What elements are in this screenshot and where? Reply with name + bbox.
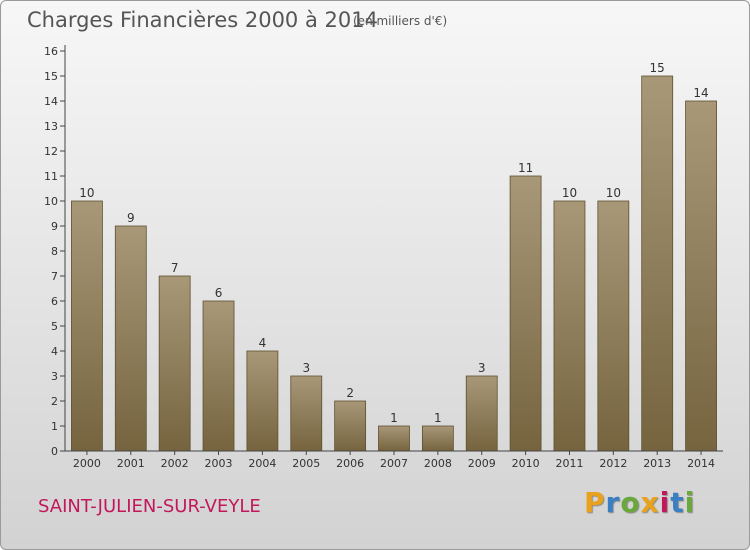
bar xyxy=(641,75,674,452)
bar xyxy=(114,225,147,452)
bar xyxy=(378,425,410,452)
bar-value-label: 6 xyxy=(215,286,223,300)
bar xyxy=(509,175,542,452)
y-tick-label: 13 xyxy=(44,120,58,133)
bar xyxy=(553,200,586,452)
x-tick-label: 2008 xyxy=(424,457,452,470)
x-tick-label: 2003 xyxy=(205,457,233,470)
y-tick-label: 14 xyxy=(44,95,58,108)
bar xyxy=(465,375,498,452)
bar-value-label: 14 xyxy=(693,86,708,100)
y-tick-label: 15 xyxy=(44,70,58,83)
y-tick-label: 8 xyxy=(51,245,58,258)
bar-value-label: 1 xyxy=(390,411,398,425)
bar-value-label: 10 xyxy=(606,186,621,200)
x-tick-label: 2009 xyxy=(468,457,496,470)
x-tick-label: 2000 xyxy=(73,457,101,470)
brand-letter: o xyxy=(620,486,641,519)
y-tick-label: 6 xyxy=(51,295,58,308)
bar-value-label: 3 xyxy=(302,361,310,375)
brand-letter: t xyxy=(670,486,685,519)
bar xyxy=(421,425,454,452)
y-tick-label: 1 xyxy=(51,420,58,433)
x-tick-label: 2010 xyxy=(512,457,540,470)
x-tick-label: 2007 xyxy=(380,457,408,470)
y-tick-label: 11 xyxy=(44,170,58,183)
bar-value-label: 10 xyxy=(79,186,94,200)
y-tick-label: 10 xyxy=(44,195,58,208)
bar xyxy=(246,350,279,452)
chart-subtitle: (en milliers d'€) xyxy=(353,14,448,28)
y-tick-label: 9 xyxy=(51,220,58,233)
bar xyxy=(290,375,323,452)
proxiti-logo: Proxiti xyxy=(584,486,695,519)
bar-value-label: 1 xyxy=(434,411,442,425)
chart-title: Charges Financières 2000 à 2014 xyxy=(27,8,378,32)
y-tick-label: 16 xyxy=(44,45,58,58)
bar-value-label: 9 xyxy=(127,211,135,225)
bar xyxy=(158,275,191,452)
x-tick-label: 2005 xyxy=(292,457,320,470)
y-tick-label: 3 xyxy=(51,370,58,383)
bar xyxy=(685,100,717,452)
y-tick-label: 0 xyxy=(51,445,58,458)
brand-letter: r xyxy=(605,486,621,519)
x-tick-label: 2012 xyxy=(599,457,627,470)
x-axis: 2000 2001 2002 2003 2004 2005 2006 2007 2008 2009… xyxy=(65,450,723,470)
x-tick-label: 2001 xyxy=(117,457,145,470)
y-tick-label: 5 xyxy=(51,320,58,333)
bar-value-label: 3 xyxy=(478,361,486,375)
x-tick-label: 2002 xyxy=(161,457,189,470)
bar xyxy=(202,300,235,452)
brand-letter: x xyxy=(640,486,660,519)
bar-value-label: 11 xyxy=(518,161,533,175)
bar xyxy=(71,200,103,452)
brand-letter: P xyxy=(584,486,606,519)
x-tick-label: 2011 xyxy=(555,457,583,470)
bar-value-label: 15 xyxy=(650,61,665,75)
y-tick-label: 12 xyxy=(44,145,58,158)
x-tick-label: 2006 xyxy=(336,457,364,470)
bar-value-label: 2 xyxy=(346,386,354,400)
x-tick-label: 2004 xyxy=(248,457,276,470)
bar-value-label: 10 xyxy=(562,186,577,200)
y-tick-label: 7 xyxy=(51,270,58,283)
brand-letter: i xyxy=(684,486,696,519)
bar-value-label: 7 xyxy=(171,261,179,275)
bar-value-label: 4 xyxy=(259,336,267,350)
bar xyxy=(597,200,630,452)
brand-letter: i xyxy=(659,486,671,519)
location-name: SAINT-JULIEN-SUR-VEYLE xyxy=(38,496,261,517)
x-tick-label: 2014 xyxy=(687,457,715,470)
y-tick-label: 2 xyxy=(51,395,58,408)
x-tick-label: 2013 xyxy=(643,457,671,470)
bar xyxy=(334,400,367,452)
y-tick-label: 4 xyxy=(51,345,58,358)
